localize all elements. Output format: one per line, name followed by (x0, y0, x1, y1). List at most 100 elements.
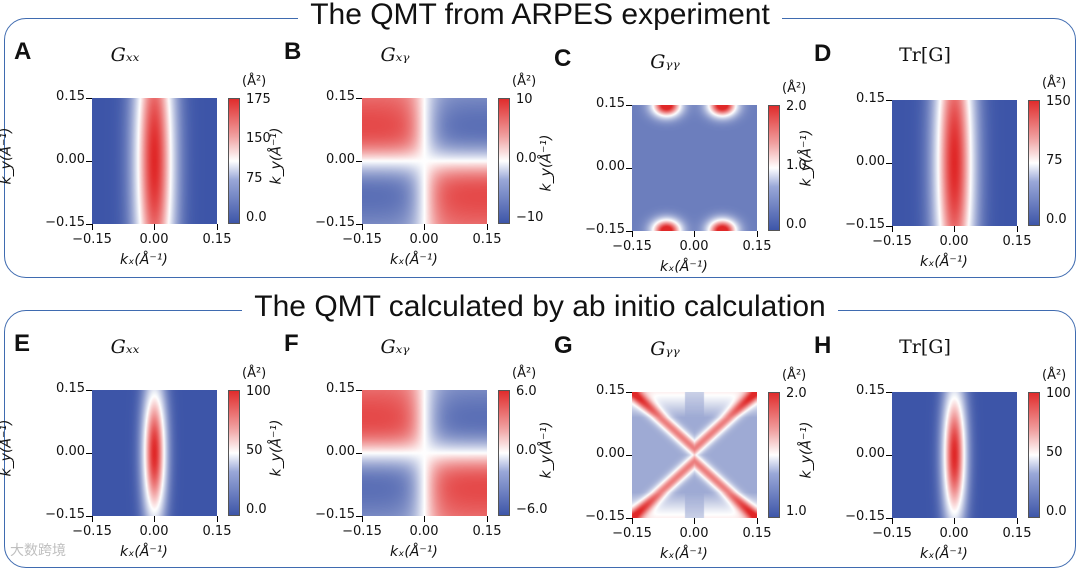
colorbar-unit: (Å²) (242, 74, 267, 89)
x-tick-mark (424, 224, 425, 230)
y-tick-mark (886, 392, 892, 393)
y-tick-label: 0.15 (596, 96, 625, 111)
y-tick-label: 0.15 (56, 381, 85, 396)
colorbar-tick-label: 0.0 (246, 210, 267, 225)
x-tick-mark (892, 518, 893, 524)
colorbar-tick-label: 175 (246, 92, 271, 107)
y-tick-mark (626, 168, 632, 169)
x-axis-label: kₓ(Å⁻¹) (120, 544, 168, 560)
y-tick-mark (356, 390, 362, 391)
heatmap-image (892, 392, 1017, 518)
x-tick-label: −0.15 (612, 526, 652, 541)
chart-panel-c: C Gᵧᵧ (Å²) 0.15 0.00 −0.15 −0.15 0.00 0.15 2.0 1.0… (538, 45, 806, 275)
x-tick-label: 0.15 (202, 232, 232, 247)
colorbar-unit: (Å²) (1042, 76, 1067, 91)
colorbar-tick-label: 50 (1046, 445, 1063, 460)
heatmap-image (632, 105, 757, 231)
x-tick-mark (154, 516, 155, 522)
colorbar-unit: (Å²) (1042, 368, 1067, 383)
x-axis-label: kₓ(Å⁻¹) (390, 252, 438, 268)
y-tick-mark (886, 100, 892, 101)
y-tick-mark (356, 224, 362, 225)
colorbar-tick-label: 0.0 (516, 443, 537, 458)
x-tick-label: −0.15 (72, 524, 112, 539)
chart-title: Gᵧᵧ (650, 51, 680, 73)
x-tick-label: 0.15 (202, 524, 232, 539)
chart-title: Gᵧᵧ (650, 338, 680, 360)
chart-panel-g: G Gᵧᵧ (Å²) 0.15 0.00 −0.15 −0.15 0.00 0.15 2.0 1.0… (538, 332, 806, 562)
x-tick-label: 0.15 (472, 524, 502, 539)
y-tick-label: 0.00 (856, 154, 885, 169)
x-tick-mark (954, 226, 955, 232)
y-tick-mark (626, 518, 632, 519)
heatmap-image (362, 390, 487, 516)
x-tick-mark (487, 224, 488, 230)
colorbar-tick-label: −6.0 (516, 502, 548, 517)
y-tick-mark (86, 224, 92, 225)
y-tick-mark (626, 455, 632, 456)
y-tick-mark (86, 161, 92, 162)
x-tick-label: 0.00 (939, 234, 969, 249)
y-tick-mark (356, 161, 362, 162)
x-axis-label: kₓ(Å⁻¹) (660, 259, 708, 275)
colorbar-unit: (Å²) (782, 368, 807, 383)
y-axis-label: k_y(Å⁻¹) (0, 127, 15, 185)
y-tick-label: 0.00 (56, 444, 85, 459)
y-tick-label: 0.15 (596, 383, 625, 398)
y-tick-label: −0.15 (45, 507, 85, 522)
colorbar-tick-label: 50 (246, 443, 263, 458)
x-tick-mark (757, 231, 758, 237)
colorbar-tick-label: 100 (1046, 386, 1071, 401)
colorbar-tick-label: 2.0 (786, 386, 807, 401)
chart-title: Gₓᵧ (380, 336, 410, 358)
y-tick-mark (86, 98, 92, 99)
y-tick-label: −0.15 (845, 217, 885, 232)
y-tick-label: 0.00 (596, 159, 625, 174)
x-tick-label: 0.15 (742, 239, 772, 254)
chart-title: Gₓᵧ (380, 44, 410, 66)
panel-label: B (284, 38, 302, 65)
colorbar-tick-label: 0.0 (1046, 212, 1067, 227)
y-tick-label: 0.15 (856, 91, 885, 106)
x-tick-mark (424, 516, 425, 522)
x-tick-label: 0.15 (742, 526, 772, 541)
heatmap-image (92, 98, 217, 224)
colorbar (1028, 392, 1040, 518)
y-axis-label: k_y(Å⁻¹) (538, 421, 555, 479)
chart-panel-f: F Gₓᵧ (Å²) 0.15 0.00 −0.15 −0.15 0.00 0.15 6.0 0.0… (268, 330, 547, 560)
y-tick-mark (886, 455, 892, 456)
colorbar (768, 105, 780, 231)
y-tick-mark (86, 390, 92, 391)
chart-panel-b: B Gₓᵧ (Å²) 0.15 0.00 −0.15 −0.15 0.00 0.15 10 0.0 −… (268, 38, 543, 268)
y-tick-label: −0.15 (585, 222, 625, 237)
colorbar-tick-label: 150 (1046, 94, 1071, 109)
y-tick-label: −0.15 (315, 507, 355, 522)
chart-title: Tr[G] (899, 44, 951, 66)
y-tick-mark (86, 516, 92, 517)
y-axis-label: k_y(Å⁻¹) (268, 419, 285, 477)
x-tick-label: 0.00 (139, 232, 169, 247)
x-axis-label: kₓ(Å⁻¹) (120, 252, 168, 268)
x-tick-label: 0.15 (472, 232, 502, 247)
colorbar-tick-label: 0.0 (246, 502, 267, 517)
colorbar (498, 390, 510, 516)
x-tick-mark (694, 231, 695, 237)
panel-label: F (284, 330, 299, 357)
x-tick-mark (1017, 518, 1018, 524)
x-tick-label: 0.00 (679, 526, 709, 541)
heatmap-image (632, 392, 757, 518)
chart-title: Gₓₓ (110, 336, 140, 358)
y-axis-label: k_y(Å⁻¹) (538, 134, 555, 192)
colorbar-tick-label: 0.0 (1046, 504, 1067, 519)
x-tick-mark (487, 516, 488, 522)
x-tick-mark (892, 226, 893, 232)
y-tick-label: −0.15 (315, 215, 355, 230)
colorbar (768, 392, 780, 518)
panel-label: G (554, 332, 573, 359)
y-tick-label: 0.15 (326, 381, 355, 396)
y-tick-mark (626, 105, 632, 106)
panel-label: E (14, 330, 31, 357)
y-tick-mark (356, 453, 362, 454)
experiment-section-title: The QMT from ARPES experiment (0, 0, 1080, 32)
y-tick-label: 0.00 (56, 152, 85, 167)
